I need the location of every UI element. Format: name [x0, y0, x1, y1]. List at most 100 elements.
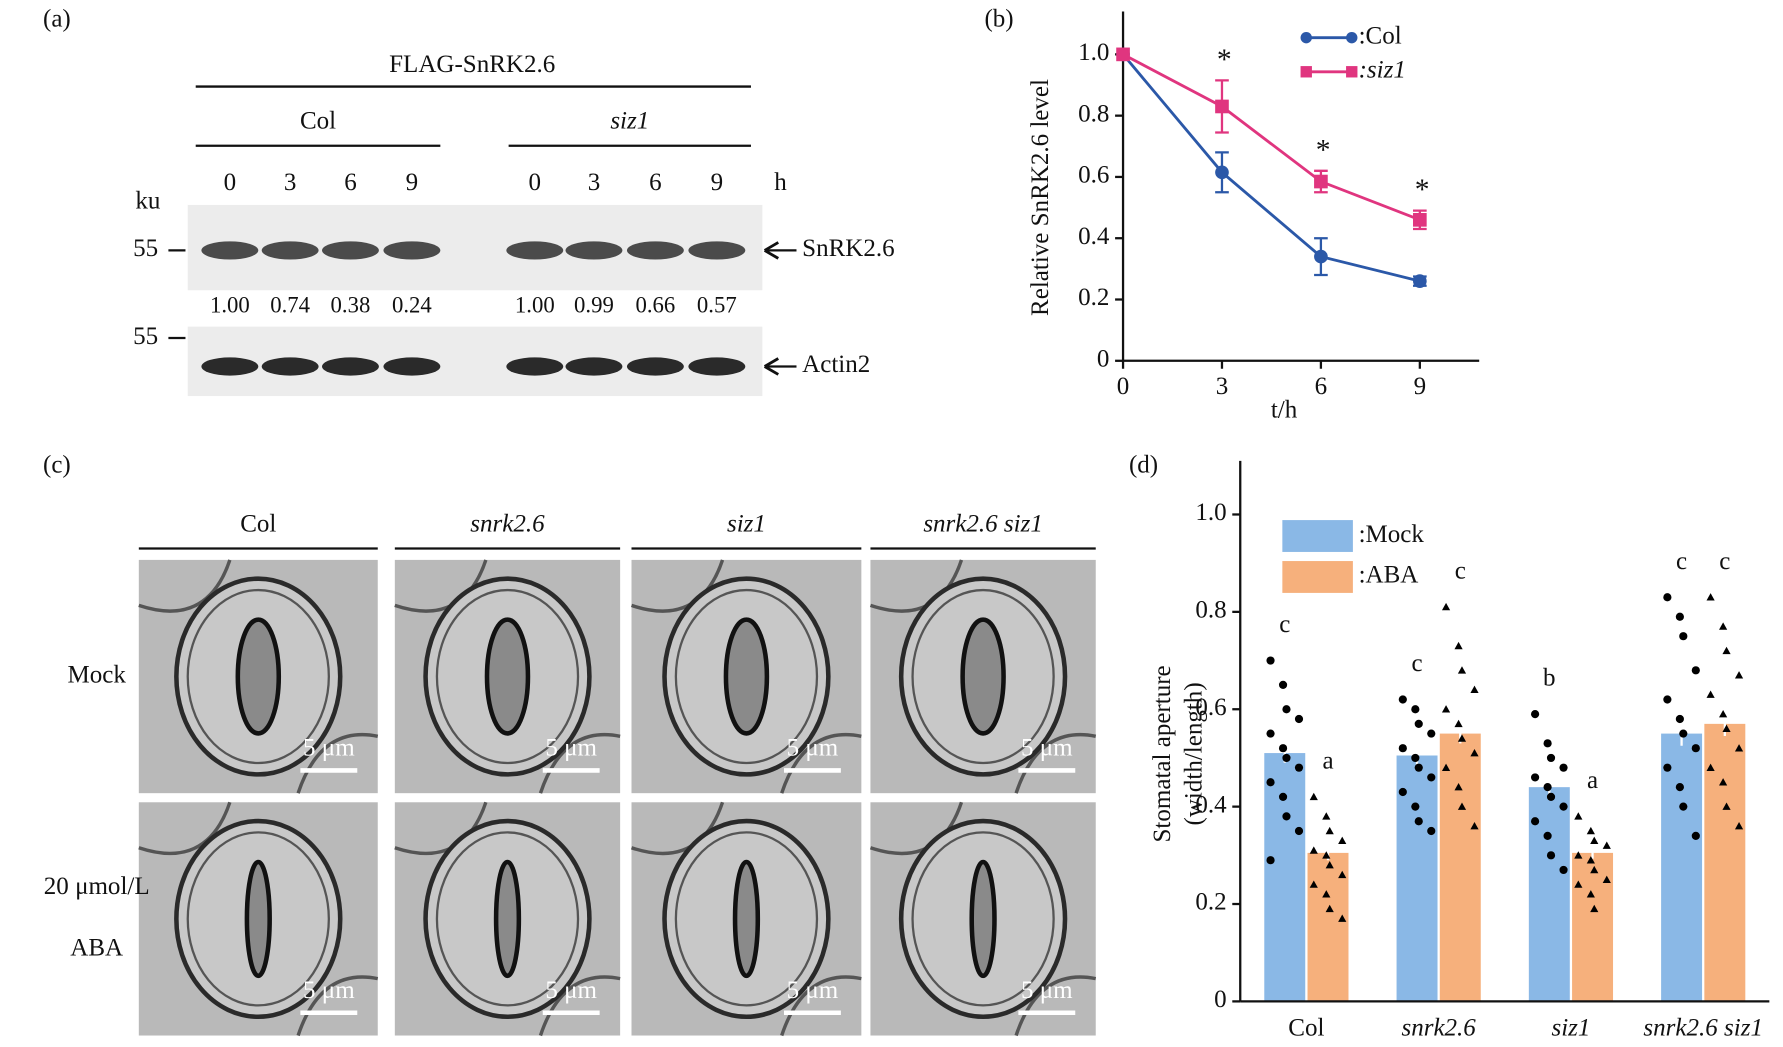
marker: [1309, 846, 1318, 854]
band: [322, 241, 379, 260]
series-line: [1121, 53, 1421, 283]
x-tick-label: 6: [1315, 373, 1328, 400]
marker: [1559, 802, 1568, 811]
y-tick-label: 0.4: [1195, 791, 1227, 818]
y-tick-label: 0.4: [1078, 223, 1110, 250]
marker: [1325, 904, 1334, 913]
time-label: 0: [224, 169, 237, 196]
band: [383, 357, 441, 376]
x-tick-label: 9: [1414, 373, 1427, 400]
panel-label: (d): [1129, 451, 1158, 478]
marker: [1454, 719, 1463, 728]
pore: [723, 617, 770, 736]
marker: [1602, 875, 1611, 883]
arrow-head: [763, 357, 780, 376]
marker: [1706, 593, 1715, 601]
band-label: SnRK2.6: [802, 235, 894, 262]
marker: [1590, 865, 1599, 874]
x-tick-label: 0: [1117, 373, 1130, 400]
marker: [1706, 763, 1715, 771]
marker: [1441, 763, 1451, 771]
marker: [1282, 753, 1291, 763]
band: [688, 357, 746, 376]
bar: [1661, 733, 1703, 1002]
marker: [1679, 802, 1688, 811]
band: [565, 357, 623, 376]
marker: [1338, 914, 1347, 922]
marker: [1413, 213, 1427, 227]
marker: [1454, 641, 1463, 650]
marker: [1266, 656, 1275, 665]
legend-label: :ABA: [1359, 562, 1419, 589]
marker-label: 55: [133, 323, 158, 350]
x-tick-label: snrk2.6 siz1: [1643, 1015, 1763, 1042]
marker: [1116, 47, 1130, 62]
guard-cell-inner: [435, 831, 580, 1007]
y-tick-label: 0.2: [1195, 889, 1226, 916]
treatment-label: 20 μmol/L: [44, 873, 150, 900]
bar: [1439, 733, 1481, 1002]
marker: [1546, 753, 1556, 763]
scale-bar-label: 5 μm: [787, 977, 839, 1004]
significance-letter: c: [1279, 611, 1290, 638]
marker: [1309, 880, 1318, 888]
marker: [1470, 748, 1479, 757]
guard-cell-inner: [674, 831, 819, 1007]
marker: [1470, 685, 1479, 694]
marker: [1722, 724, 1731, 732]
marker: [1722, 646, 1731, 655]
guard-cell-inner: [186, 831, 330, 1007]
marker: [1215, 165, 1229, 180]
y-tick-label: 0.6: [1078, 162, 1109, 189]
time-label: 3: [588, 169, 601, 196]
significance-letter: c: [1455, 558, 1466, 585]
genotype-label: snrk2.6: [470, 511, 545, 538]
marker: [1590, 836, 1599, 844]
marker: [1325, 826, 1334, 835]
significance-letter: a: [1587, 767, 1598, 794]
pore: [484, 617, 531, 736]
marker: [1441, 602, 1451, 611]
quantification: 1.00: [210, 293, 250, 318]
cell-wall: [138, 559, 379, 794]
y-axis-label: (width/length): [1181, 682, 1208, 825]
marker: [1294, 826, 1304, 836]
significance-mark: *: [1316, 134, 1331, 166]
marker: [1278, 680, 1288, 689]
band: [626, 241, 684, 260]
bar: [1396, 755, 1438, 1002]
band: [261, 241, 319, 260]
marker: [1398, 695, 1407, 704]
marker: [1414, 817, 1423, 826]
legend-swatch: [1282, 561, 1353, 593]
marker: [1398, 787, 1407, 797]
marker: [1314, 249, 1328, 264]
band: [626, 357, 684, 376]
scale-bar-label: 5 μm: [303, 977, 355, 1004]
treatment-label: Mock: [68, 661, 127, 688]
marker: [1586, 826, 1595, 835]
marker: [1427, 773, 1436, 782]
band: [688, 241, 746, 260]
marker: [1675, 612, 1684, 621]
marker: [1278, 792, 1288, 801]
marker: [1441, 705, 1451, 713]
marker: [1470, 822, 1479, 830]
band: [261, 357, 319, 376]
marker: [1663, 695, 1672, 704]
panel-label: (c): [43, 451, 71, 478]
marker: [1719, 622, 1728, 630]
bar: [1572, 852, 1614, 1002]
marker: [1663, 593, 1672, 602]
marker: [1719, 710, 1728, 718]
y-tick-label: 0.8: [1078, 100, 1109, 127]
x-axis-label: t/h: [1271, 397, 1298, 424]
marker: [1586, 856, 1595, 864]
marker: [1309, 792, 1318, 801]
marker: [1546, 792, 1556, 801]
marker: [1543, 739, 1552, 748]
x-tick-label: siz1: [1551, 1015, 1590, 1042]
marker: [1411, 705, 1420, 714]
marker: [1325, 860, 1334, 869]
mass-unit: ku: [135, 187, 161, 214]
